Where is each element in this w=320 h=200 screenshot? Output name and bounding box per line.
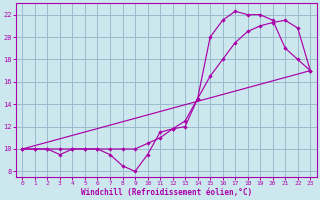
- X-axis label: Windchill (Refroidissement éolien,°C): Windchill (Refroidissement éolien,°C): [81, 188, 252, 197]
